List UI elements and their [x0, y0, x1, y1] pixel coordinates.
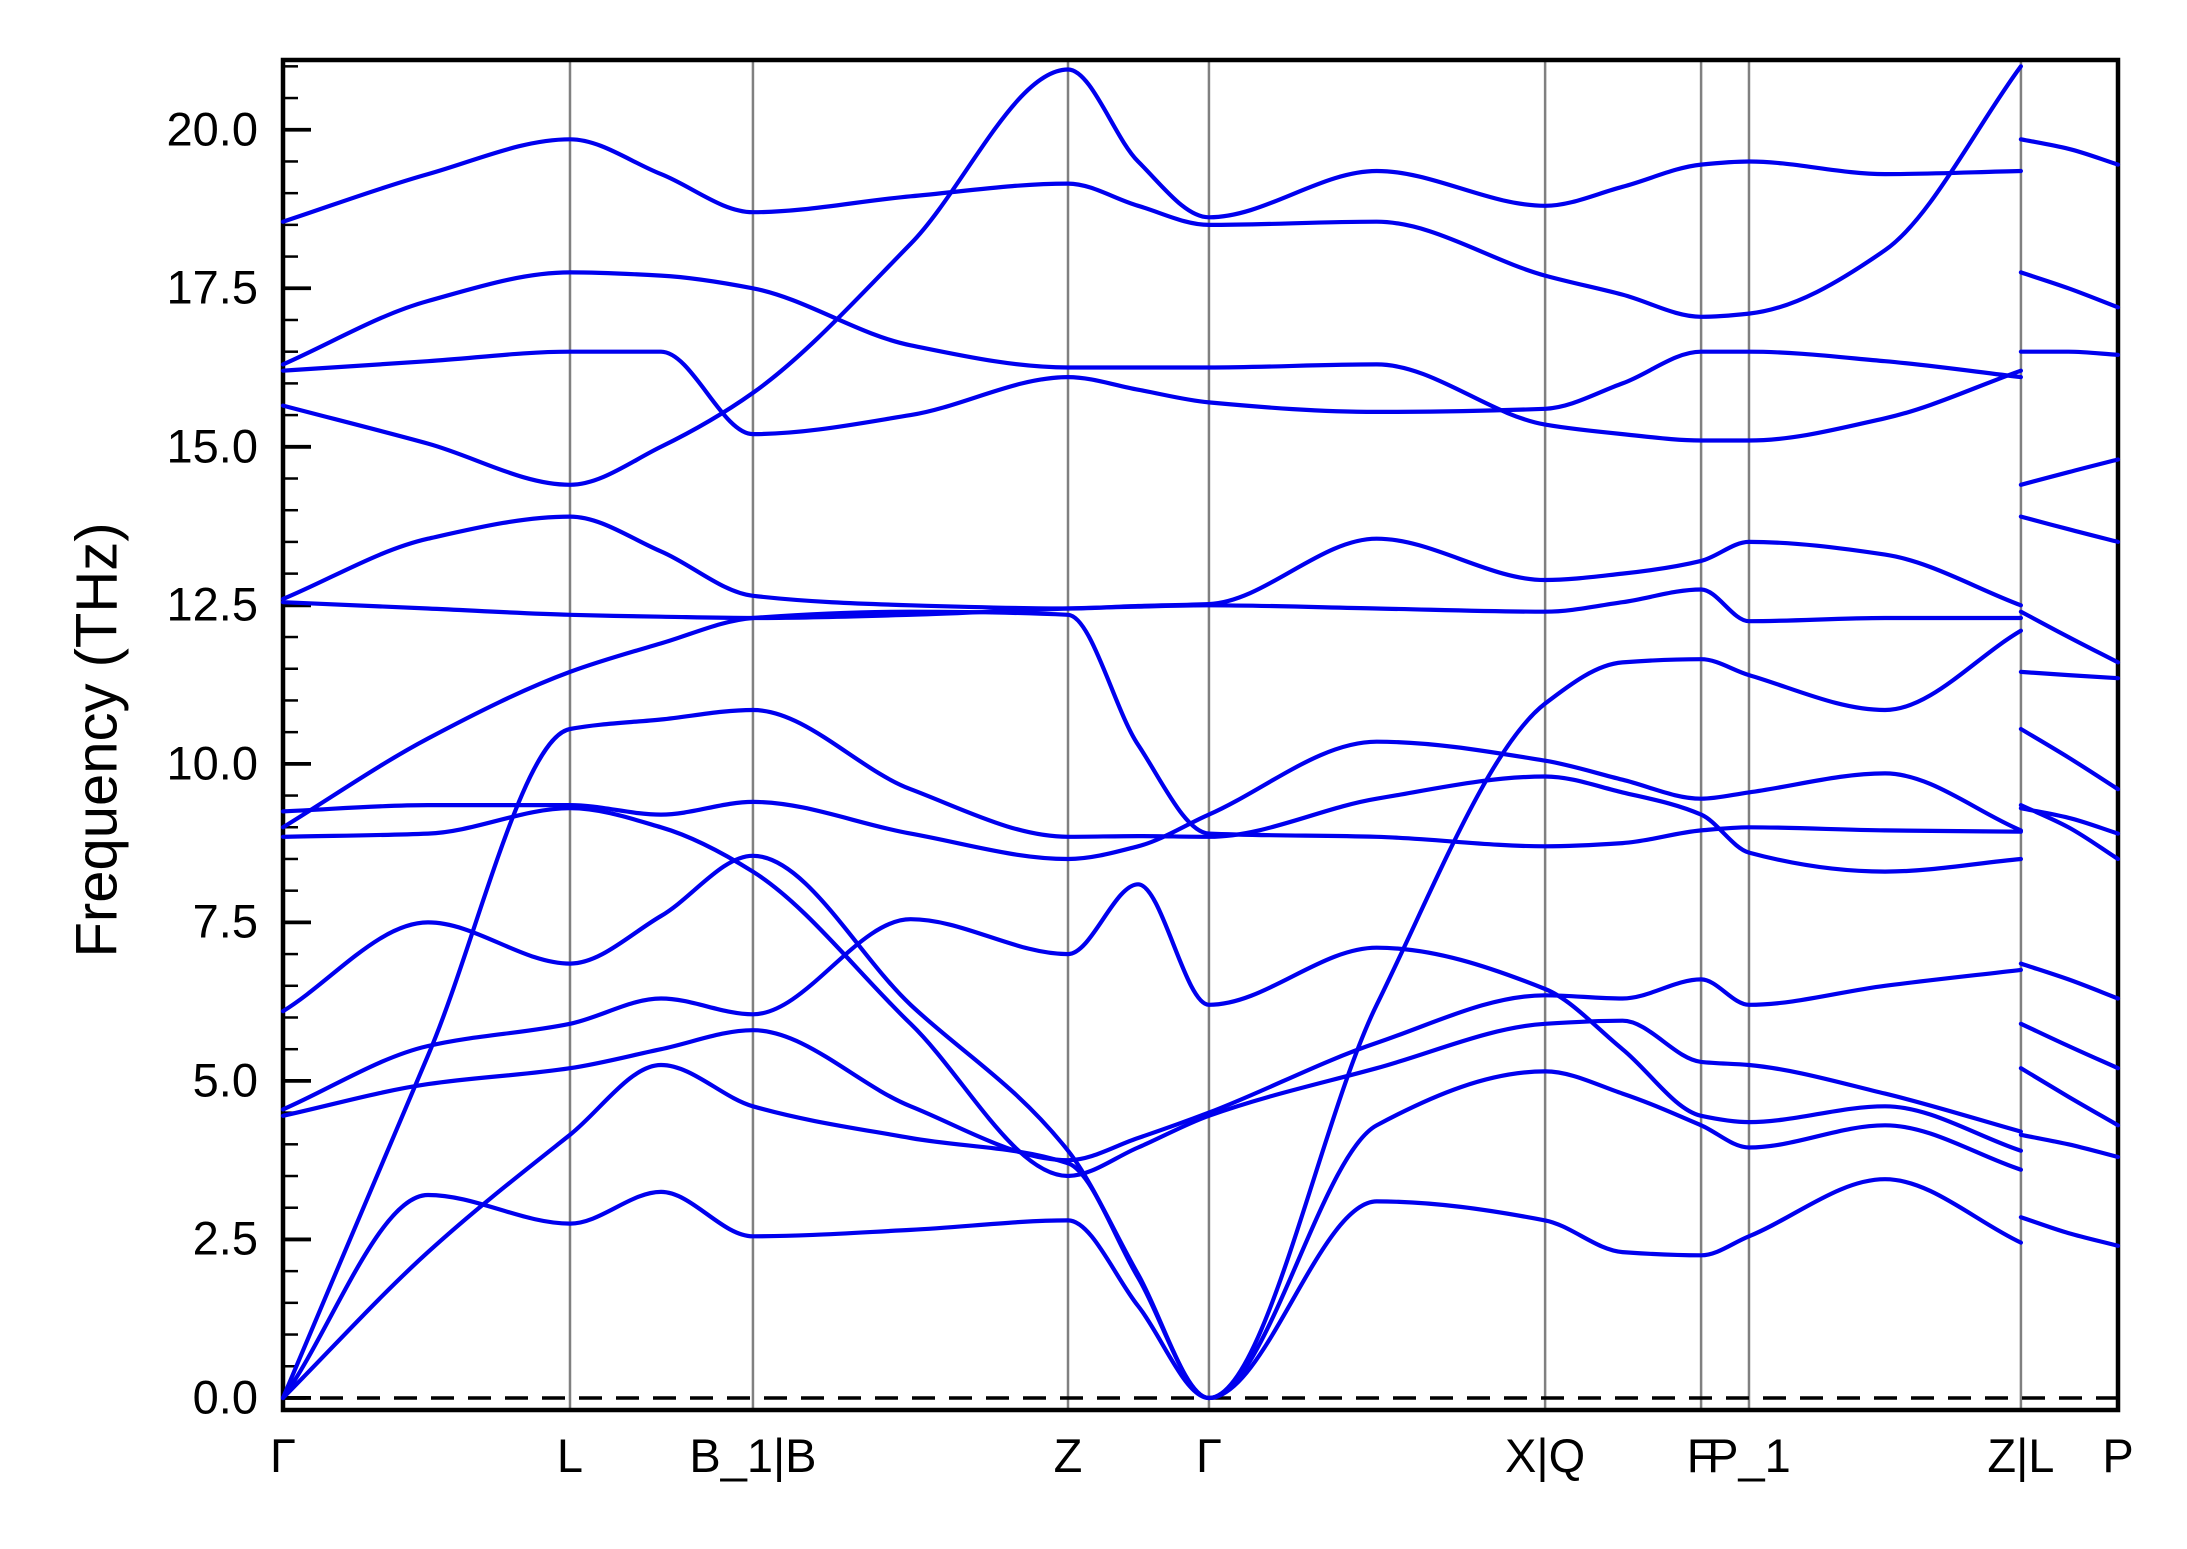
x-tick-label-B_1|B: B_1|B	[689, 1429, 817, 1482]
x-tick-label-Z: Z	[1053, 1429, 1083, 1482]
x-tick-label-Γ: Γ	[1195, 1429, 1222, 1482]
y-tick-label-20.0: 20.0	[166, 102, 258, 156]
band-12	[280, 67, 2121, 487]
x-tick-label-X|Q: X|Q	[1505, 1429, 1586, 1482]
y-tick-label-2.5: 2.5	[192, 1211, 258, 1265]
x-tick-label-Γ: Γ	[270, 1429, 296, 1482]
band-11	[280, 514, 2121, 611]
y-tick-label-7.5: 7.5	[192, 894, 258, 948]
x-tick-label-L: L	[556, 1429, 584, 1482]
x-tick-label-F: F	[1686, 1429, 1716, 1482]
band-10	[280, 587, 2121, 665]
band-15	[280, 64, 2121, 319]
band-09	[280, 726, 2121, 862]
band-07	[280, 806, 2121, 1179]
band-08	[280, 609, 2121, 862]
y-tick-label-12.5: 12.5	[166, 577, 258, 631]
band-06	[280, 628, 2121, 1401]
plot-frame	[280, 57, 2121, 1413]
y-tick-label-0.0: 0.0	[192, 1370, 258, 1424]
y-tick-label-17.5: 17.5	[166, 260, 258, 314]
band-05	[280, 882, 2121, 1153]
x-tick-label-P_1: P_1	[1707, 1429, 1791, 1482]
band-03	[280, 707, 2121, 1401]
band-14	[280, 270, 2121, 443]
x-tick-label-P: P	[2102, 1429, 2134, 1482]
x-tick-label-Z|L: Z|L	[1987, 1429, 2055, 1482]
band-13	[280, 349, 2121, 487]
y-tick-label-5.0: 5.0	[192, 1053, 258, 1107]
band-01	[280, 1177, 2121, 1401]
y-tick-label-15.0: 15.0	[166, 419, 258, 473]
band-04	[280, 961, 2121, 1163]
y-tick-label-10.0: 10.0	[166, 736, 258, 790]
